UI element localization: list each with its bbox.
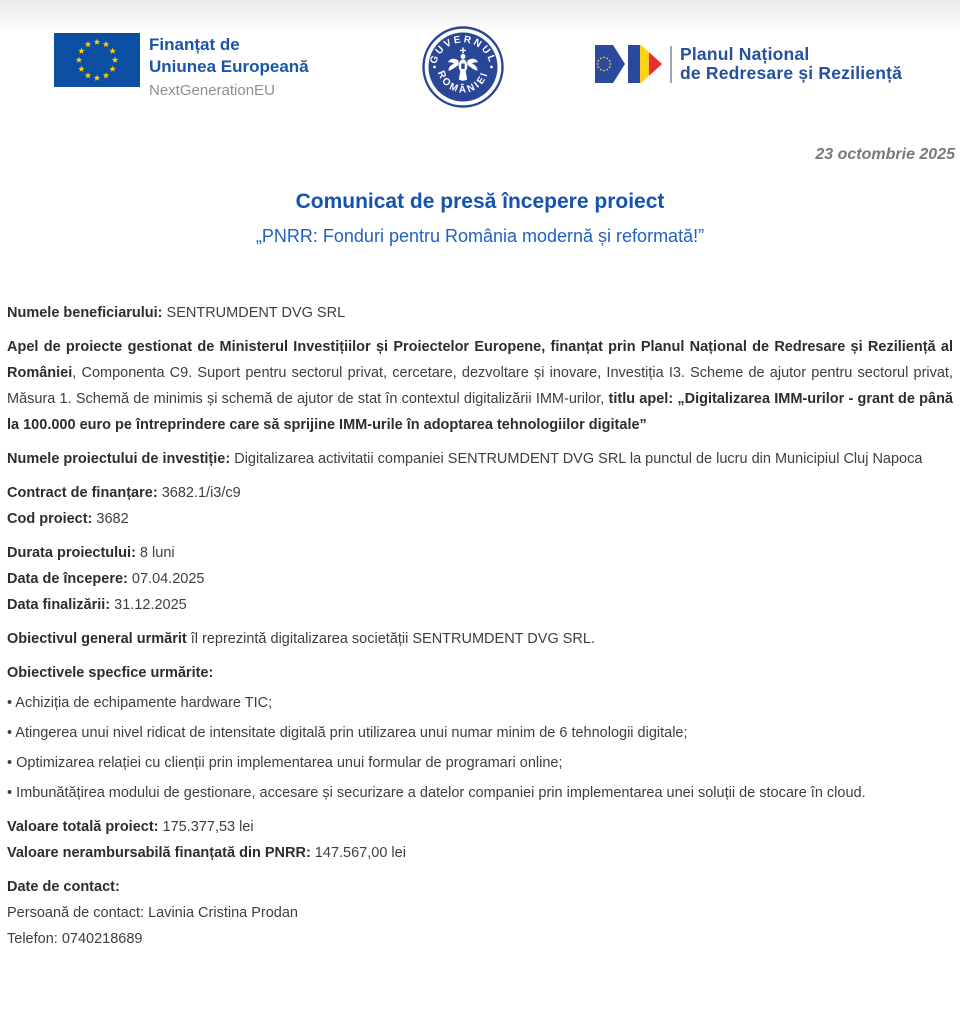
project-code-line: Cod proiect: 3682 (7, 506, 953, 532)
call-bold-title: titlu apel: „Digitalizarea IMM-urilor - … (7, 391, 953, 433)
field-label: Data finalizării: (7, 597, 111, 613)
eu-funded-line1: Finanțat de (149, 35, 240, 54)
pnrr-pennants-icon (595, 45, 662, 83)
field-value: Digitalizarea activitatii companiei SENT… (230, 451, 923, 467)
pnrr-line2: de Redresare și Reziliență (680, 63, 903, 83)
call-paragraph: Apel de proiecte gestionat de Ministerul… (7, 334, 953, 438)
field-label: Date de contact: (7, 879, 120, 895)
field-value: 3682 (92, 511, 129, 527)
eu-funded-logo: Finanțat de Uniunea Europeană NextGenera… (54, 33, 309, 101)
eu-flag-icon (54, 33, 140, 87)
field-label: Data de începere: (7, 571, 128, 587)
gov-romania-seal-icon: GUVERNUL ROMÂNIEI (422, 26, 504, 108)
objective-item: • Achiziția de echipamente hardware TIC; (7, 695, 273, 711)
eu-funded-line2: Uniunea Europeană (149, 56, 309, 76)
field-label: Obiectivele specfice urmărite: (7, 665, 214, 681)
field-label: Obiectivul general urmărit (7, 631, 187, 647)
pnrr-divider (670, 45, 672, 83)
contact-heading: Date de contact: (7, 874, 953, 900)
press-release-body: Numele beneficiarului: SENTRUMDENT DVG S… (7, 300, 953, 952)
general-objective-line: Obiectivul general urmărit îl reprezintă… (7, 626, 953, 652)
eu-logo-text: Finanțat de Uniunea Europeană NextGenera… (149, 33, 309, 101)
objective-item: • Atingerea unui nivel ridicat de intens… (7, 725, 688, 741)
page-subtitle: „PNRR: Fonduri pentru România modernă și… (255, 226, 705, 246)
field-value: 147.567,00 lei (310, 845, 406, 861)
release-date: 23 octombrie 2025 (815, 146, 955, 163)
call-normal-middle: , Componenta C9. Suport pentru sectorul … (7, 365, 953, 407)
field-label: Valoare totală proiect: (7, 819, 159, 835)
field-value: 31.12.2025 (110, 597, 187, 613)
contact-person-line: Persoană de contact: Lavinia Cristina Pr… (7, 905, 298, 921)
field-label: Numele beneficiarului: (7, 305, 163, 321)
field-label: Numele proiectului de investiție: (7, 451, 231, 467)
field-value: îl reprezintă digitalizarea societății S… (186, 631, 595, 647)
pnrr-logo-text: Planul Național de Redresare și Rezilien… (680, 43, 903, 84)
total-value-line: Valoare totală proiect: 175.377,53 lei (7, 814, 953, 840)
call-bold-intro: Apel de proiecte gestionat de Ministerul… (7, 339, 953, 381)
field-value: 8 luni (135, 545, 175, 561)
specific-objectives-heading: Obiectivele specfice urmărite: (7, 660, 953, 686)
top-gradient (0, 0, 960, 34)
project-name-line: Numele proiectului de investiție: Digita… (7, 446, 953, 472)
eu-program-name: NextGenerationEU (149, 82, 275, 99)
end-date-line: Data finalizării: 31.12.2025 (7, 592, 953, 618)
seal-eagle-icon (448, 47, 478, 81)
objective-item: • Optimizarea relației cu clienții prin … (7, 755, 563, 771)
field-value: SENTRUMDENT DVG SRL (162, 305, 346, 321)
objective-item: • Imbunătățirea modului de gestionare, a… (7, 785, 866, 801)
field-value: 07.04.2025 (127, 571, 205, 587)
pnrr-logo: Planul Național de Redresare și Rezilien… (595, 44, 902, 84)
field-label: Contract de finanțare: (7, 485, 158, 501)
field-label: Cod proiect: (7, 511, 93, 527)
field-label: Valoare nerambursabilă finanțată din PNR… (7, 845, 311, 861)
beneficiary-line: Numele beneficiarului: SENTRUMDENT DVG S… (7, 300, 953, 326)
pnrr-line1: Planul Național (680, 43, 810, 64)
field-value: 175.377,53 lei (158, 819, 254, 835)
contract-line: Contract de finanțare: 3682.1/i3/c9 (7, 480, 953, 506)
field-label: Durata proiectului: (7, 545, 136, 561)
field-value: 3682.1/i3/c9 (157, 485, 241, 501)
contact-phone-line: Telefon: 0740218689 (7, 931, 143, 947)
page-title: Comunicat de presă începere proiect (295, 190, 665, 213)
grant-value-line: Valoare nerambursabilă finanțată din PNR… (7, 840, 953, 866)
duration-line: Durata proiectului: 8 luni (7, 540, 953, 566)
logo-header: Finanțat de Uniunea Europeană NextGenera… (0, 0, 960, 145)
start-date-line: Data de începere: 07.04.2025 (7, 566, 953, 592)
